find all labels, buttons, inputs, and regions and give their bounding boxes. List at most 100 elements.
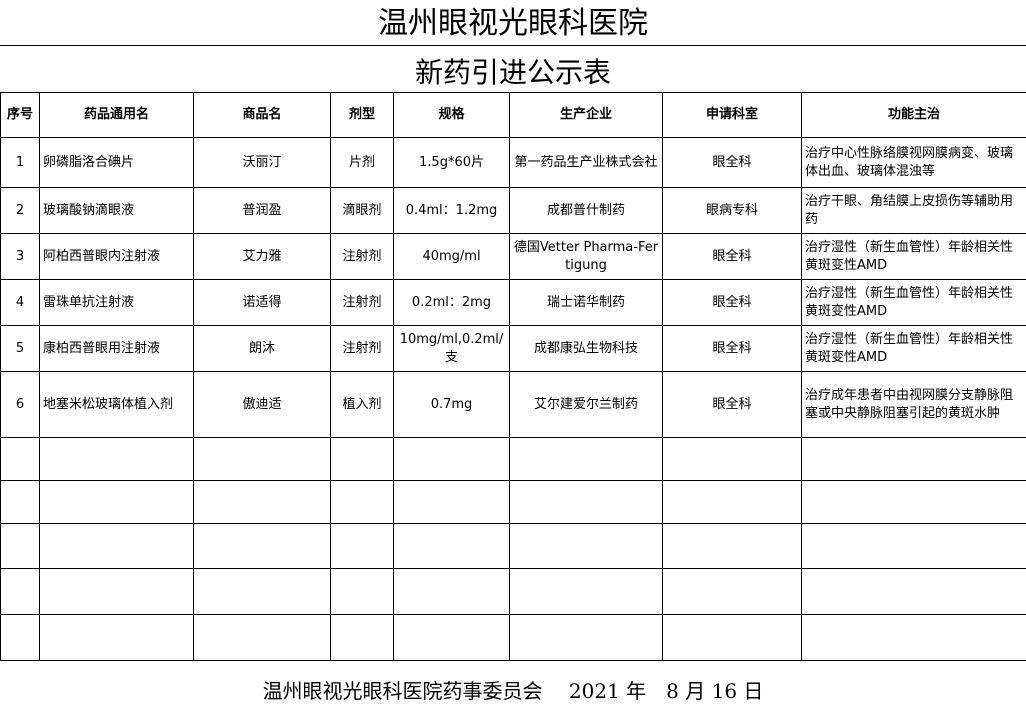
table-cell: 朗沐	[194, 326, 331, 372]
empty-cell	[802, 569, 1026, 615]
page-title: 新药引进公示表	[0, 45, 1026, 92]
empty-cell	[194, 569, 331, 615]
empty-cell	[331, 524, 394, 569]
table-cell: 3	[1, 234, 40, 280]
table-cell: 2	[1, 188, 40, 234]
table-cell: 治疗中心性脉络膜视网膜病变、玻璃体出血、玻璃体混浊等	[802, 138, 1026, 188]
empty-cell	[510, 615, 663, 661]
table-cell: 治疗干眼、角结膜上皮损伤等辅助用药	[802, 188, 1026, 234]
empty-row	[1, 438, 1026, 481]
header-row: 序号药品通用名商品名剂型规格生产企业申请科室功能主治	[1, 93, 1026, 138]
empty-cell	[194, 615, 331, 661]
empty-cell	[194, 524, 331, 569]
empty-cell	[394, 615, 510, 661]
table-cell: 成都普什制药	[510, 188, 663, 234]
empty-cell	[1, 481, 40, 524]
column-header: 商品名	[194, 93, 331, 138]
empty-cell	[510, 569, 663, 615]
table-cell: 沃丽汀	[194, 138, 331, 188]
empty-cell	[663, 481, 802, 524]
table-cell: 0.7mg	[394, 372, 510, 438]
empty-cell	[510, 524, 663, 569]
empty-row	[1, 569, 1026, 615]
table-cell: 治疗湿性（新生血管性）年龄相关性黄斑变性AMD	[802, 326, 1026, 372]
table-cell: 1	[1, 138, 40, 188]
column-header: 剂型	[331, 93, 394, 138]
table-cell: 5	[1, 326, 40, 372]
table-cell: 0.4ml：1.2mg	[394, 188, 510, 234]
empty-cell	[663, 615, 802, 661]
table-cell: 康柏西普眼用注射液	[40, 326, 194, 372]
empty-row	[1, 524, 1026, 569]
empty-cell	[331, 438, 394, 481]
column-header: 申请科室	[663, 93, 802, 138]
column-header: 序号	[1, 93, 40, 138]
empty-row	[1, 481, 1026, 524]
table-cell: 治疗成年患者中由视网膜分支静脉阻塞或中央静脉阻塞引起的黄斑水肿	[802, 372, 1026, 438]
empty-cell	[194, 481, 331, 524]
empty-cell	[1, 524, 40, 569]
empty-cell	[394, 524, 510, 569]
empty-row	[1, 615, 1026, 661]
table-cell: 阿柏西普眼内注射液	[40, 234, 194, 280]
empty-cell	[1, 438, 40, 481]
empty-cell	[1, 569, 40, 615]
empty-cell	[40, 438, 194, 481]
table-cell: 眼全科	[663, 234, 802, 280]
empty-cell	[663, 569, 802, 615]
table-cell: 片剂	[331, 138, 394, 188]
empty-cell	[194, 438, 331, 481]
table-cell: 注射剂	[331, 280, 394, 326]
empty-cell	[40, 569, 194, 615]
table-cell: 眼全科	[663, 280, 802, 326]
empty-cell	[40, 481, 194, 524]
empty-cell	[663, 524, 802, 569]
table-cell: 眼病专科	[663, 188, 802, 234]
empty-cell	[394, 481, 510, 524]
column-header: 功能主治	[802, 93, 1026, 138]
table-cell: 瑞士诺华制药	[510, 280, 663, 326]
table-cell: 诺适得	[194, 280, 331, 326]
table-cell: 注射剂	[331, 234, 394, 280]
table-cell: 艾力雅	[194, 234, 331, 280]
table-cell: 卵磷脂洛合碘片	[40, 138, 194, 188]
table-cell: 玻璃酸钠滴眼液	[40, 188, 194, 234]
table-cell: 傲迪适	[194, 372, 331, 438]
empty-cell	[1, 615, 40, 661]
empty-cell	[510, 481, 663, 524]
empty-cell	[394, 569, 510, 615]
table-cell: 10mg/ml,0.2ml/支	[394, 326, 510, 372]
column-header: 药品通用名	[40, 93, 194, 138]
table-cell: 滴眼剂	[331, 188, 394, 234]
footer-signature: 温州眼视光眼科医院药事委员会 2021 年 8 月 16 日	[0, 660, 1026, 705]
table-cell: 艾尔建爱尔兰制药	[510, 372, 663, 438]
table-cell: 眼全科	[663, 372, 802, 438]
table-cell: 地塞米松玻璃体植入剂	[40, 372, 194, 438]
table-cell: 德国Vetter Pharma-Fertigung	[510, 234, 663, 280]
table-cell: 成都康弘生物科技	[510, 326, 663, 372]
empty-cell	[802, 524, 1026, 569]
table-cell: 眼全科	[663, 138, 802, 188]
table-cell: 雷珠单抗注射液	[40, 280, 194, 326]
empty-cell	[40, 524, 194, 569]
empty-cell	[802, 438, 1026, 481]
table-cell: 注射剂	[331, 326, 394, 372]
table-cell: 眼全科	[663, 326, 802, 372]
table-cell: 普润盈	[194, 188, 331, 234]
table-cell: 第一药品生产业株式会社	[510, 138, 663, 188]
empty-cell	[331, 481, 394, 524]
table-cell: 植入剂	[331, 372, 394, 438]
column-header: 规格	[394, 93, 510, 138]
table-cell: 0.2ml：2mg	[394, 280, 510, 326]
empty-cell	[663, 438, 802, 481]
table-cell: 治疗湿性（新生血管性）年龄相关性黄斑变性AMD	[802, 280, 1026, 326]
empty-cell	[510, 438, 663, 481]
hospital-title: 温州眼视光眼科医院	[0, 0, 1026, 46]
empty-cell	[802, 481, 1026, 524]
